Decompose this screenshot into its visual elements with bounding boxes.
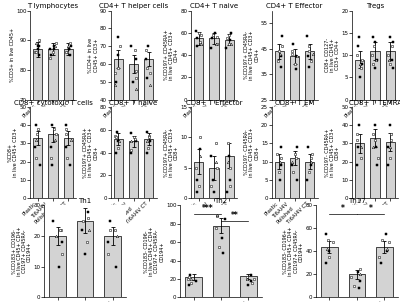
- Text: ***: ***: [202, 204, 213, 213]
- Bar: [321, 247, 338, 297]
- Title: Th17: Th17: [348, 198, 366, 204]
- Bar: [129, 141, 138, 198]
- Title: Th1: Th1: [78, 198, 92, 204]
- Bar: [114, 139, 123, 198]
- Text: *: *: [341, 204, 345, 213]
- Bar: [355, 59, 364, 100]
- Bar: [144, 59, 154, 171]
- Title: CD8+ T naive: CD8+ T naive: [109, 100, 158, 106]
- Bar: [104, 236, 121, 297]
- Bar: [33, 138, 42, 198]
- Bar: [290, 56, 299, 163]
- Y-axis label: %CD197- CD45RA+
in live CD45+ CD3+
CD8+: %CD197- CD45RA+ in live CD45+ CD3+ CD8+: [325, 128, 340, 177]
- Y-axis label: %CD197+ CD45RA+
in live CD45+ CD3+
CD4+: %CD197+ CD45RA+ in live CD45+ CD3+ CD4+: [164, 30, 179, 80]
- Y-axis label: %CD197- CD45RA-
in live CD45+ CD3+
CD8+: %CD197- CD45RA- in live CD45+ CD3+ CD8+: [244, 128, 260, 177]
- Bar: [185, 277, 202, 297]
- Y-axis label: %CD197+ CD45RA-
in live CD45+ CD3+
CD8+: %CD197+ CD45RA- in live CD45+ CD3+ CD8+: [164, 128, 179, 177]
- Y-axis label: %CD183- CD196+
in live CD45+ CD4+
CD197+ CD45RA-
CD194+: %CD183- CD196+ in live CD45+ CD4+ CD197+…: [283, 227, 304, 276]
- Y-axis label: %CD8+
in live CD45+ CD3+: %CD8+ in live CD45+ CD3+: [8, 128, 18, 177]
- Title: CD8+ cytotoxic T cells: CD8+ cytotoxic T cells: [14, 100, 92, 106]
- Y-axis label: %CD183- CD196-
in live CD45+ CD4+
CD197+ CD45RA-
CD194+: %CD183- CD196- in live CD45+ CD4+ CD197+…: [144, 227, 164, 276]
- Text: **: **: [231, 211, 238, 220]
- Bar: [213, 226, 229, 297]
- Title: CD8+ T Effector: CD8+ T Effector: [186, 100, 242, 106]
- Bar: [305, 51, 314, 163]
- Title: T lymphocytes: T lymphocytes: [28, 4, 78, 9]
- Title: CD4+ T Effector: CD4+ T Effector: [266, 4, 323, 9]
- Bar: [274, 51, 284, 163]
- Bar: [370, 51, 380, 100]
- Bar: [33, 49, 42, 302]
- Bar: [64, 49, 73, 302]
- Bar: [274, 162, 284, 198]
- Bar: [225, 40, 234, 100]
- Y-axis label: %CD197+ CD45RA-
in live CD45+ CD3+
CD4+: %CD197+ CD45RA- in live CD45+ CD3+ CD4+: [244, 31, 260, 80]
- Y-axis label: %CD197+ CD45RA+
in live CD45+ CD3+
CD8+: %CD197+ CD45RA+ in live CD45+ CD3+ CD8+: [83, 127, 99, 178]
- Title: CD4+ T naive: CD4+ T naive: [190, 4, 238, 9]
- Title: CD4+ T helper cells: CD4+ T helper cells: [99, 4, 168, 9]
- Bar: [290, 158, 299, 198]
- Title: Th2: Th2: [214, 198, 228, 204]
- Y-axis label: %CD183+ CD196-
in live CD45+ CD4+
CD197+ CD45RA-
CD194+: %CD183+ CD196- in live CD45+ CD4+ CD197+…: [12, 227, 32, 276]
- Bar: [50, 236, 66, 297]
- Bar: [225, 156, 234, 198]
- Bar: [114, 59, 123, 171]
- Bar: [210, 38, 218, 100]
- Bar: [349, 275, 365, 297]
- Title: CD8+ T EM: CD8+ T EM: [275, 100, 314, 106]
- Bar: [305, 162, 314, 198]
- Bar: [386, 51, 395, 100]
- Bar: [355, 143, 364, 198]
- Bar: [64, 138, 73, 198]
- Bar: [48, 134, 58, 198]
- Title: CD8+ T TEMRA: CD8+ T TEMRA: [348, 100, 400, 106]
- Y-axis label: %CD3+ in live CD45+: %CD3+ in live CD45+: [10, 28, 15, 82]
- Bar: [194, 38, 203, 100]
- Bar: [194, 162, 203, 198]
- Title: Tregs: Tregs: [366, 4, 384, 9]
- Bar: [240, 276, 257, 297]
- Bar: [376, 247, 392, 297]
- Bar: [48, 49, 58, 302]
- Bar: [77, 221, 93, 297]
- Y-axis label: %CD4+ in live
CD45+ CD3+: %CD4+ in live CD45+ CD3+: [88, 37, 99, 73]
- Bar: [386, 142, 395, 198]
- Bar: [210, 168, 218, 198]
- Bar: [370, 138, 380, 198]
- Bar: [144, 139, 154, 198]
- Y-axis label: CD8+ CD127-
in live CD45+
CD3+ CD4+: CD8+ CD127- in live CD45+ CD3+ CD4+: [325, 38, 340, 72]
- Bar: [129, 64, 138, 171]
- Text: *: *: [369, 204, 372, 213]
